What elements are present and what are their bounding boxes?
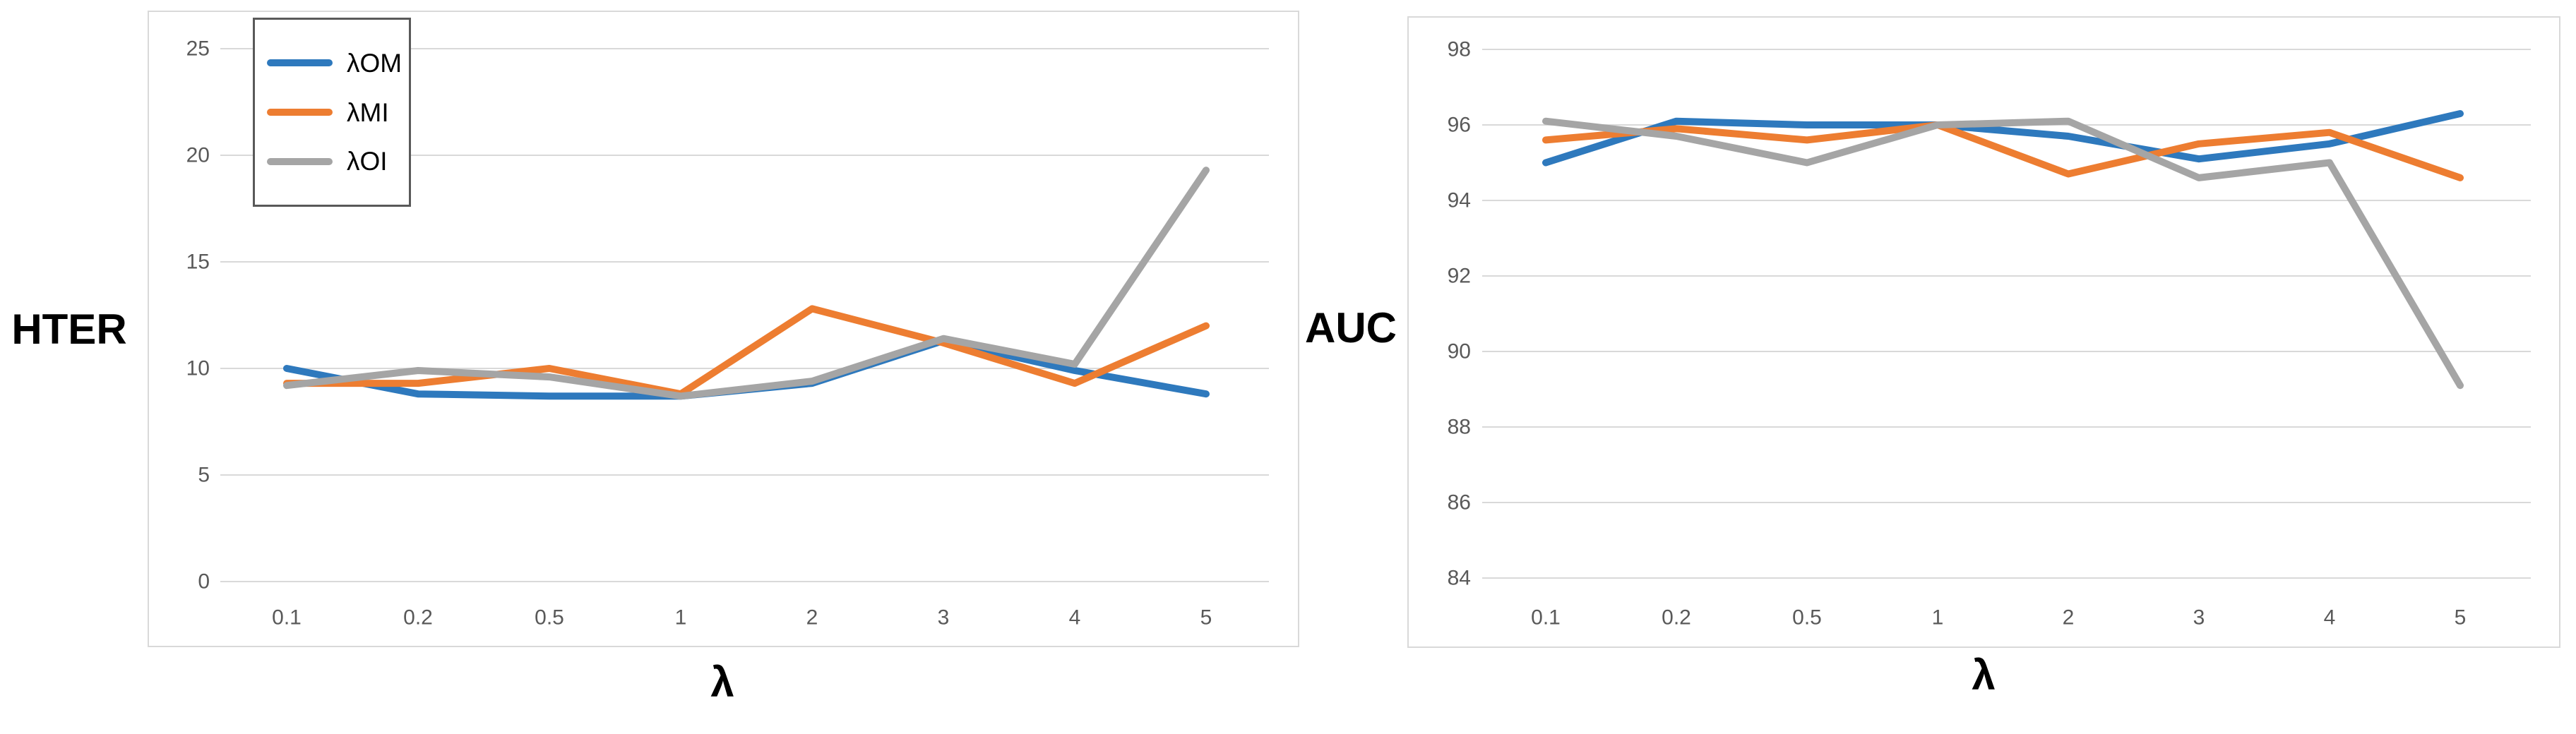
x-tick-labels: 0.1 0.2 0.5 1 2 3 4 5 [272,606,1212,630]
legend-swatch-λMI [267,109,333,116]
legend-label: λMI [347,97,389,127]
x-tick-label: 2 [2063,606,2075,630]
auc-plot-svg: 84 86 88 90 92 94 96 98 0.1 0.2 0.5 1 2 3 4 5 [1448,38,2531,630]
x-tick-label: 3 [938,606,950,630]
legend-swatch-λOI [267,157,333,165]
series-line-λOM [1542,110,2464,167]
x-tick-label: 5 [2455,606,2467,630]
legend-label: λOM [347,48,402,78]
x-tick-labels: 0.1 0.2 0.5 1 2 3 4 5 [1531,606,2466,630]
y-tick-label: 92 [1448,265,1471,288]
x-tick-label: 2 [806,606,818,630]
auc-chart: 84 86 88 90 92 94 96 98 0.1 0.2 0.5 1 2 3 4 5 [1407,16,2560,648]
series-line-λOI [283,167,1210,400]
x-tick-label: 1 [675,606,687,630]
x-tick-label: 5 [1200,606,1212,630]
y-tick-label: 90 [1448,340,1471,363]
legend-swatch-λOM [267,59,333,67]
x-tick-label: 0.1 [1531,606,1561,630]
y-tick-label: 5 [198,464,210,487]
legend-item-λOM: λOM [255,50,409,76]
x-tick-label: 4 [1069,606,1081,630]
auc-axis-title: AUC [1305,304,1397,351]
auc-x-axis-title: λ [1972,651,1996,699]
y-tick-label: 25 [186,37,210,61]
x-tick-label: 0.5 [1792,606,1822,630]
y-tick-label: 88 [1448,416,1471,439]
hter-legend: λOM λMI λOI [253,18,411,207]
x-tick-label: 4 [2324,606,2336,630]
y-tick-label: 15 [186,251,210,274]
x-tick-label: 0.2 [403,606,433,630]
y-tick-label: 84 [1448,567,1471,590]
series-line-λMI [1542,121,2464,181]
x-tick-label: 0.5 [535,606,564,630]
legend-item-λMI: λMI [255,100,409,126]
y-tick-label: 98 [1448,38,1471,61]
legend-label: λOI [347,147,388,176]
x-tick-label: 0.2 [1662,606,1691,630]
y-tick-label: 96 [1448,114,1471,137]
y-tick-label: 94 [1448,189,1471,212]
series-line-λOI [1542,117,2464,390]
x-tick-label: 0.1 [272,606,302,630]
y-tick-label: 0 [198,570,210,594]
y-tick-label: 20 [186,144,210,167]
series-line-λMI [283,305,1210,398]
x-tick-label: 3 [2193,606,2205,630]
y-tick-label: 10 [186,357,210,380]
legend-item-λOI: λOI [255,148,409,174]
y-tick-label: 86 [1448,491,1471,515]
hter-axis-title: HTER [11,306,127,353]
x-tick-label: 1 [1932,606,1944,630]
hter-chart: 0 5 10 15 20 25 0.1 0.2 0.5 1 2 3 4 5 λOM λMI λOI [148,11,1299,647]
hter-x-axis-title: λ [710,658,734,706]
y-tick-labels: 84 86 88 90 92 94 96 98 [1448,38,1471,590]
y-tick-labels: 0 5 10 15 20 25 [186,37,210,594]
